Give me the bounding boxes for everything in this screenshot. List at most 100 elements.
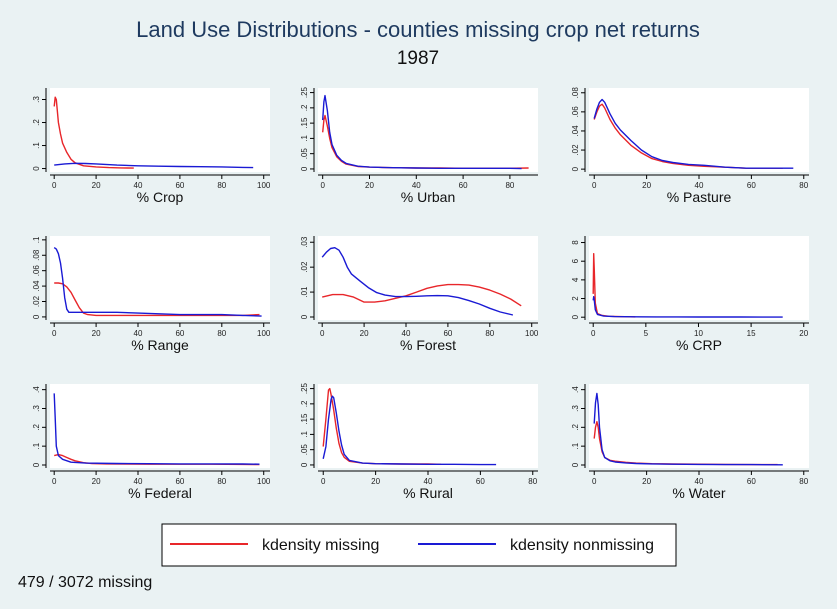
x-tick-label: 0 (592, 181, 597, 190)
x-tick-label: 60 (747, 181, 756, 190)
x-tick-label: 0 (320, 329, 325, 338)
series-line-nonmissing (54, 162, 254, 169)
x-tick-label: 20 (92, 329, 101, 338)
plot-area (50, 236, 270, 320)
y-tick-label: 4 (571, 277, 580, 282)
x-tick-label: 40 (134, 181, 143, 190)
x-tick-label: 15 (747, 329, 756, 338)
y-tick-label: .02 (300, 261, 309, 273)
y-tick-label: 0 (32, 314, 41, 319)
x-tick-label: 60 (747, 477, 756, 486)
x-tick-label: 40 (402, 329, 411, 338)
x-tick-label: 40 (134, 477, 143, 486)
x-tick-label: 40 (695, 477, 704, 486)
x-tick-label: 60 (175, 181, 184, 190)
y-tick-label: .15 (300, 413, 309, 425)
y-tick-label: .02 (32, 295, 41, 307)
y-tick-label: .3 (571, 405, 580, 412)
x-tick-label: 40 (695, 181, 704, 190)
y-tick-label: .04 (571, 125, 580, 137)
y-tick-label: .01 (300, 286, 309, 298)
x-tick-label: 20 (642, 181, 651, 190)
y-tick-label: .2 (32, 423, 41, 430)
y-tick-label: 2 (571, 296, 580, 301)
legend-label-missing: kdensity missing (262, 537, 379, 554)
x-tick-label: 0 (52, 477, 57, 486)
y-tick-label: .08 (32, 249, 41, 261)
panel: 0 20 40 60 80 0 .05 .1 .15 .2 .25 % Rural (300, 382, 538, 501)
x-tick-label: 100 (257, 329, 271, 338)
y-tick-label: .2 (300, 400, 309, 407)
x-axis-title: % Crop (137, 189, 184, 205)
y-tick-label: 0 (32, 166, 41, 171)
plot-area (318, 384, 538, 468)
footnote: 479 / 3072 missing (18, 574, 152, 591)
panel: 0 20 40 60 80 0 .05 .1 .15 .2 .25 % Urban (300, 86, 538, 205)
x-axis-title: % Water (672, 485, 725, 501)
plot-area (318, 88, 538, 172)
y-tick-label: .1 (32, 442, 41, 449)
y-tick-label: .08 (571, 87, 580, 99)
panel: 0 20 40 60 80 100 0 .1 .2 .3 .4 % Federal (32, 384, 271, 501)
x-tick-label: 20 (642, 477, 651, 486)
x-tick-label: 60 (476, 477, 485, 486)
legend: kdensity missing kdensity nonmissing (161, 523, 677, 567)
x-tick-label: 0 (320, 181, 325, 190)
x-tick-label: 80 (217, 181, 226, 190)
y-tick-label: .05 (300, 444, 309, 456)
x-axis-title: % Pasture (667, 189, 732, 205)
x-tick-label: 10 (694, 329, 703, 338)
y-tick-label: 0 (571, 314, 580, 319)
plot-area (589, 236, 809, 320)
x-tick-label: 80 (505, 181, 514, 190)
x-tick-label: 20 (92, 181, 101, 190)
plot-area (50, 88, 270, 172)
plot-area (50, 384, 270, 468)
y-tick-label: .1 (32, 236, 41, 243)
y-tick-label: .3 (32, 405, 41, 412)
x-axis-title: % Federal (128, 485, 192, 501)
y-tick-label: .06 (571, 106, 580, 118)
panel: 0 20 40 60 80 100 0 .02 .04 .06 .08 .1 % Range (32, 236, 271, 353)
y-tick-label: .15 (300, 117, 309, 129)
x-tick-label: 40 (412, 181, 421, 190)
x-tick-label: 0 (321, 477, 326, 486)
y-tick-label: .2 (571, 423, 580, 430)
panel: 0 20 40 60 80 100 0 .01 .02 .03 % Forest (300, 236, 539, 353)
y-tick-label: .4 (32, 386, 41, 393)
y-tick-label: .1 (571, 442, 580, 449)
series-line-missing (322, 283, 522, 307)
x-tick-label: 80 (799, 181, 808, 190)
y-tick-label: .06 (32, 265, 41, 277)
y-tick-label: .2 (300, 104, 309, 111)
x-tick-label: 80 (217, 477, 226, 486)
x-tick-label: 20 (92, 477, 101, 486)
plot-area (589, 384, 809, 468)
panel: 0 20 40 60 80 0 .02 .04 .06 .08 % Pasture (571, 87, 809, 205)
panel: 0 20 40 60 80 100 0 .1 .2 .3 % Crop (32, 88, 271, 205)
series-line-missing (54, 282, 260, 317)
x-tick-label: 60 (443, 329, 452, 338)
y-tick-label: .1 (300, 431, 309, 438)
y-tick-label: 0 (32, 462, 41, 467)
series-line-nonmissing (53, 393, 260, 465)
x-tick-label: 60 (459, 181, 468, 190)
x-tick-label: 40 (424, 477, 433, 486)
series-line-nonmissing (322, 94, 522, 170)
x-tick-label: 80 (799, 477, 808, 486)
x-tick-label: 60 (175, 329, 184, 338)
y-tick-label: .03 (300, 236, 309, 248)
y-tick-label: .04 (32, 280, 41, 292)
y-tick-label: .02 (571, 144, 580, 156)
plot-area (318, 236, 538, 320)
x-axis-title: % Urban (401, 189, 455, 205)
x-tick-label: 0 (52, 181, 57, 190)
series-line-nonmissing (593, 98, 794, 169)
x-axis-title: % Forest (400, 337, 456, 353)
x-tick-label: 100 (257, 477, 271, 486)
plot-area (589, 88, 809, 172)
y-tick-label: 6 (571, 258, 580, 263)
x-tick-label: 20 (799, 329, 808, 338)
